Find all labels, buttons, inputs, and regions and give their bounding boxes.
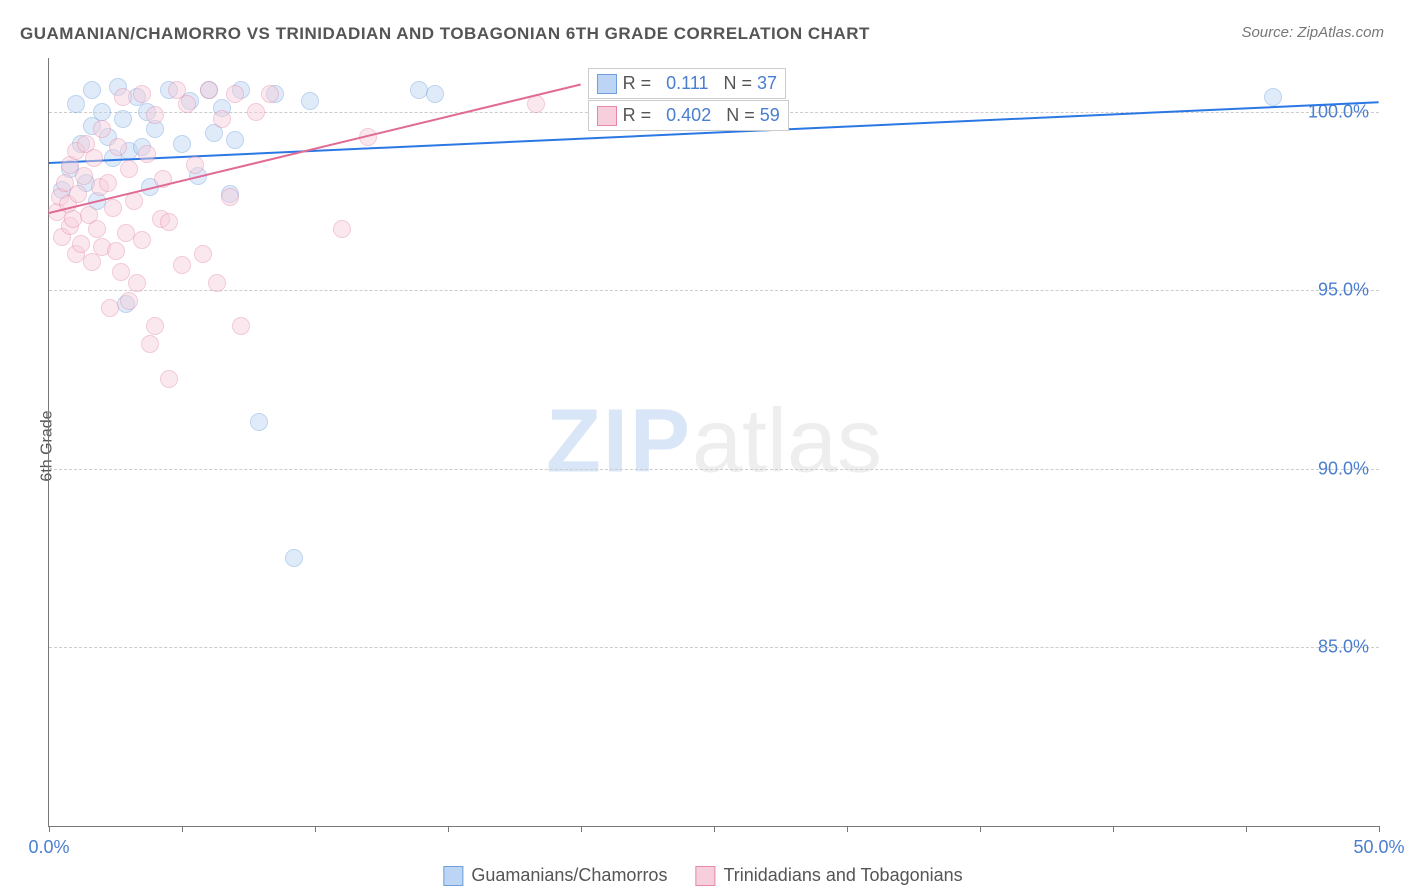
scatter-point-trin [85, 149, 103, 167]
x-axis-label: 50.0% [1353, 837, 1404, 858]
x-tick [1113, 826, 1114, 832]
source-attribution: Source: ZipAtlas.com [1241, 24, 1384, 41]
scatter-point-trin [75, 167, 93, 185]
gridline [49, 647, 1379, 648]
scatter-point-trin [261, 85, 279, 103]
gridline [49, 290, 1379, 291]
scatter-point-trin [173, 256, 191, 274]
scatter-point-trin [333, 220, 351, 238]
chart-title: GUAMANIAN/CHAMORRO VS TRINIDADIAN AND TO… [20, 24, 870, 44]
scatter-point-trin [114, 88, 132, 106]
stat-box-swatch [597, 106, 617, 126]
scatter-point-guam [301, 92, 319, 110]
scatter-point-trin [226, 85, 244, 103]
legend-label-guam: Guamanians/Chamorros [471, 865, 667, 885]
scatter-point-trin [221, 188, 239, 206]
stat-n-prefix: N = [709, 73, 758, 93]
legend-swatch-guam [443, 866, 463, 886]
x-tick [49, 826, 50, 832]
scatter-point-guam [226, 131, 244, 149]
stat-n-prefix: N = [711, 105, 760, 125]
scatter-point-trin [93, 120, 111, 138]
x-tick [1379, 826, 1380, 832]
stat-r-prefix: R = [623, 105, 657, 125]
x-tick [448, 826, 449, 832]
legend-entry-guam: Guamanians/Chamorros [443, 865, 667, 886]
scatter-point-trin [138, 145, 156, 163]
scatter-point-trin [104, 199, 122, 217]
watermark-part-2: atlas [692, 392, 882, 492]
legend-entry-trin: Trinidadians and Tobagonians [695, 865, 962, 886]
scatter-point-trin [146, 317, 164, 335]
scatter-point-trin [141, 335, 159, 353]
scatter-point-trin [146, 106, 164, 124]
scatter-point-trin [186, 156, 204, 174]
gridline [49, 469, 1379, 470]
scatter-point-guam [426, 85, 444, 103]
x-tick [847, 826, 848, 832]
scatter-point-trin [200, 81, 218, 99]
watermark-part-1: ZIP [546, 392, 692, 492]
scatter-point-trin [101, 299, 119, 317]
plot-area: ZIPatlas 85.0%90.0%95.0%100.0%0.0%50.0%R… [48, 58, 1379, 827]
x-tick [182, 826, 183, 832]
x-tick [980, 826, 981, 832]
legend-label-trin: Trinidadians and Tobagonians [723, 865, 962, 885]
x-tick [1246, 826, 1247, 832]
scatter-point-trin [72, 235, 90, 253]
y-tick-label: 90.0% [1318, 458, 1369, 479]
scatter-point-guam [83, 81, 101, 99]
scatter-point-trin [99, 174, 117, 192]
scatter-point-trin [133, 85, 151, 103]
scatter-point-trin [128, 274, 146, 292]
scatter-point-trin [107, 242, 125, 260]
bottom-legend: Guamanians/Chamorros Trinidadians and To… [443, 865, 962, 886]
scatter-point-trin [160, 213, 178, 231]
scatter-point-trin [112, 263, 130, 281]
correlation-chart-root: GUAMANIAN/CHAMORRO VS TRINIDADIAN AND TO… [0, 0, 1406, 892]
x-tick [581, 826, 582, 832]
scatter-point-guam [93, 103, 111, 121]
stat-box-guam: R = 0.111 N = 37 [588, 68, 786, 99]
scatter-point-trin [120, 160, 138, 178]
x-tick [315, 826, 316, 832]
y-tick-label: 95.0% [1318, 280, 1369, 301]
scatter-point-trin [232, 317, 250, 335]
scatter-point-trin [133, 231, 151, 249]
scatter-point-trin [88, 220, 106, 238]
stat-box-trin: R = 0.402 N = 59 [588, 100, 789, 131]
scatter-point-guam [285, 549, 303, 567]
scatter-point-trin [213, 110, 231, 128]
stat-r-value: 0.111 [656, 73, 708, 93]
scatter-point-guam [67, 95, 85, 113]
stat-box-swatch [597, 74, 617, 94]
scatter-point-trin [247, 103, 265, 121]
scatter-point-trin [194, 245, 212, 263]
stat-r-prefix: R = [623, 73, 657, 93]
y-tick-label: 85.0% [1318, 637, 1369, 658]
scatter-point-guam [410, 81, 428, 99]
scatter-point-guam [114, 110, 132, 128]
stat-n-value: 37 [757, 73, 777, 93]
scatter-point-guam [1264, 88, 1282, 106]
scatter-point-trin [69, 185, 87, 203]
scatter-point-trin [109, 138, 127, 156]
stat-n-value: 59 [760, 105, 780, 125]
scatter-point-trin [160, 370, 178, 388]
scatter-point-trin [527, 95, 545, 113]
x-tick [714, 826, 715, 832]
stat-r-value: 0.402 [656, 105, 711, 125]
scatter-point-trin [178, 95, 196, 113]
scatter-point-trin [208, 274, 226, 292]
x-axis-label: 0.0% [28, 837, 69, 858]
scatter-point-guam [250, 413, 268, 431]
scatter-point-trin [120, 292, 138, 310]
watermark: ZIPatlas [546, 391, 882, 494]
scatter-point-guam [173, 135, 191, 153]
legend-swatch-trin [695, 866, 715, 886]
